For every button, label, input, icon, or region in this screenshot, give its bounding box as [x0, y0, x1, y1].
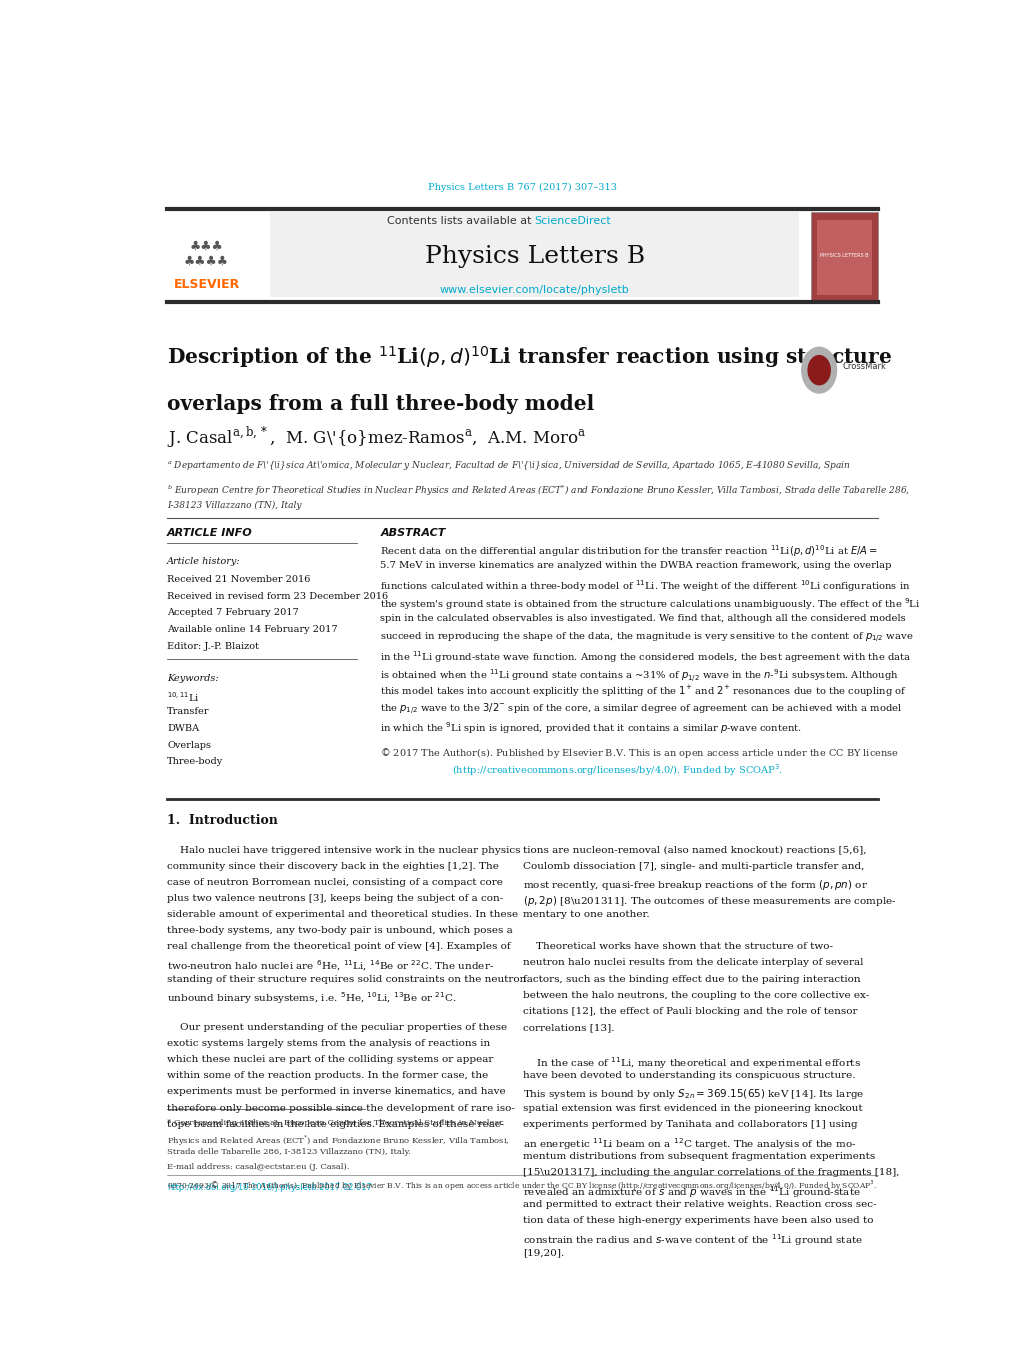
Text: overlaps from a full three-body model: overlaps from a full three-body model [167, 394, 594, 415]
Text: Physics and Related Areas (ECT$^{*}$) and Fondazione Bruno Kessler, Villa Tambos: Physics and Related Areas (ECT$^{*}$) an… [167, 1133, 510, 1148]
Text: Article history:: Article history: [167, 558, 240, 566]
Text: Physics Letters B: Physics Letters B [424, 246, 644, 269]
Text: Strada delle Tabarelle 286, I-38123 Villazzano (TN), Italy.: Strada delle Tabarelle 286, I-38123 Vill… [167, 1148, 411, 1156]
Text: two-neutron halo nuclei are $^{6}$He, $^{11}$Li, $^{14}$Be or $^{22}$C. The unde: two-neutron halo nuclei are $^{6}$He, $^… [167, 958, 493, 973]
Text: CrossMark: CrossMark [842, 362, 886, 370]
Text: DWBA: DWBA [167, 724, 199, 732]
Text: Received in revised form 23 December 2016: Received in revised form 23 December 201… [167, 592, 388, 601]
Text: $^{10,11}$Li: $^{10,11}$Li [167, 690, 200, 704]
Text: ABSTRACT: ABSTRACT [380, 528, 445, 538]
Text: Accepted 7 February 2017: Accepted 7 February 2017 [167, 608, 299, 617]
Text: ScienceDirect: ScienceDirect [534, 216, 610, 226]
Text: neutron halo nuclei results from the delicate interplay of several: neutron halo nuclei results from the del… [522, 958, 862, 967]
Text: three-body systems, any two-body pair is unbound, which poses a: three-body systems, any two-body pair is… [167, 927, 513, 935]
Text: the $p_{1/2}$ wave to the $3/2^{-}$ spin of the core, a similar degree of agreem: the $p_{1/2}$ wave to the $3/2^{-}$ spin… [380, 703, 902, 717]
Text: In the case of $^{11}$Li, many theoretical and experimental efforts: In the case of $^{11}$Li, many theoretic… [522, 1055, 860, 1071]
Text: Keywords:: Keywords: [167, 674, 218, 684]
Text: citations [12], the effect of Pauli blocking and the role of tensor: citations [12], the effect of Pauli bloc… [522, 1006, 856, 1016]
Text: this model takes into account explicitly the splitting of the $1^{+}$ and $2^{+}: this model takes into account explicitly… [380, 685, 907, 700]
Text: case of neutron Borromean nuclei, consisting of a compact core: case of neutron Borromean nuclei, consis… [167, 878, 502, 886]
Text: Overlaps: Overlaps [167, 740, 211, 750]
Text: functions calculated within a three-body model of $^{11}$Li. The weight of the d: functions calculated within a three-body… [380, 578, 910, 594]
Text: correlations [13].: correlations [13]. [522, 1023, 613, 1032]
Text: 5.7 MeV in inverse kinematics are analyzed within the DWBA reaction framework, u: 5.7 MeV in inverse kinematics are analyz… [380, 561, 891, 570]
Text: Available online 14 February 2017: Available online 14 February 2017 [167, 626, 337, 634]
FancyBboxPatch shape [816, 220, 871, 296]
Text: constrain the radius and $s$-wave content of the $^{11}$Li ground state: constrain the radius and $s$-wave conten… [522, 1232, 862, 1248]
Text: Our present understanding of the peculiar properties of these: Our present understanding of the peculia… [167, 1023, 506, 1032]
Text: is obtained when the $^{11}$Li ground state contains a ~31% of $p_{1/2}$ wave in: is obtained when the $^{11}$Li ground st… [380, 666, 899, 684]
Text: [19,20].: [19,20]. [522, 1248, 564, 1258]
Text: $(p, 2p)$ [8\u201311]. The outcomes of these measurements are comple-: $(p, 2p)$ [8\u201311]. The outcomes of t… [522, 894, 896, 908]
Text: Recent data on the differential angular distribution for the transfer reaction $: Recent data on the differential angular … [380, 543, 877, 559]
Text: between the halo neutrons, the coupling to the core collective ex-: between the halo neutrons, the coupling … [522, 990, 868, 1000]
Text: Coulomb dissociation [7], single- and multi-particle transfer and,: Coulomb dissociation [7], single- and mu… [522, 862, 863, 870]
Text: Editor: J.-P. Blaizot: Editor: J.-P. Blaizot [167, 642, 259, 651]
Text: most recently, quasi-free breakup reactions of the form $(p, pn)$ or: most recently, quasi-free breakup reacti… [522, 878, 867, 892]
Text: an energetic $^{11}$Li beam on a $^{12}$C target. The analysis of the mo-: an energetic $^{11}$Li beam on a $^{12}$… [522, 1136, 855, 1151]
Text: therefore only become possible since the development of rare iso-: therefore only become possible since the… [167, 1104, 515, 1113]
Text: spatial extension was first evidenced in the pioneering knockout: spatial extension was first evidenced in… [522, 1104, 861, 1113]
Text: 1.  Introduction: 1. Introduction [167, 815, 277, 827]
Text: which these nuclei are part of the colliding systems or appear: which these nuclei are part of the colli… [167, 1055, 493, 1065]
Text: revealed an admixture of $s$ and $p$ waves in the $^{11}$Li ground-state: revealed an admixture of $s$ and $p$ wav… [522, 1185, 860, 1200]
Text: $\copyright$ 2017 The Author(s). Published by Elsevier B.V. This is an open acce: $\copyright$ 2017 The Author(s). Publish… [380, 746, 899, 759]
Text: tope beam facilities in the late eighties. Examples of these reac-: tope beam facilities in the late eightie… [167, 1120, 503, 1128]
Text: Theoretical works have shown that the structure of two-: Theoretical works have shown that the st… [522, 943, 832, 951]
Text: Halo nuclei have triggered intensive work in the nuclear physics: Halo nuclei have triggered intensive wor… [167, 846, 520, 855]
Text: J. Casal$^{\mathregular{a,b,*}}$,  M. G\'{o}mez-Ramos$^{\mathregular{a}}$,  A.M.: J. Casal$^{\mathregular{a,b,*}}$, M. G\'… [167, 424, 586, 450]
Text: Contents lists available at: Contents lists available at [386, 216, 534, 226]
FancyBboxPatch shape [269, 212, 799, 297]
Text: unbound binary subsystems, i.e. $^{5}$He, $^{10}$Li, $^{13}$Be or $^{21}$C.: unbound binary subsystems, i.e. $^{5}$He… [167, 990, 457, 1006]
Text: Three-body: Three-body [167, 757, 223, 766]
Text: ♣♣♣
♣♣♣♣: ♣♣♣ ♣♣♣♣ [183, 239, 229, 267]
Text: [15\u201317], including the angular correlations of the fragments [18],: [15\u201317], including the angular corr… [522, 1169, 899, 1177]
Text: * Corresponding author at: European Centre for Theoretical Studies in Nuclear: * Corresponding author at: European Cent… [167, 1119, 502, 1127]
Text: ELSEVIER: ELSEVIER [173, 278, 239, 290]
Text: experiments performed by Tanihata and collaborators [1] using: experiments performed by Tanihata and co… [522, 1120, 857, 1128]
FancyBboxPatch shape [171, 212, 262, 297]
Text: 0370-2693/$\copyright$ 2017 The Author(s). Published by Elsevier B.V. This is an: 0370-2693/$\copyright$ 2017 The Author(s… [167, 1178, 876, 1193]
Text: tions are nucleon-removal (also named knockout) reactions [5,6],: tions are nucleon-removal (also named kn… [522, 846, 865, 855]
Text: (http://creativecommons.org/licenses/by/4.0/). Funded by SCOAP$^{3}$.: (http://creativecommons.org/licenses/by/… [451, 762, 783, 778]
Text: standing of their structure requires solid constraints on the neutron: standing of their structure requires sol… [167, 974, 526, 984]
Text: www.elsevier.com/locate/physletb: www.elsevier.com/locate/physletb [439, 285, 629, 295]
Text: Description of the $^{11}$Li$(p, d)^{10}$Li transfer reaction using structure: Description of the $^{11}$Li$(p, d)^{10}… [167, 345, 892, 370]
Text: mentum distributions from subsequent fragmentation experiments: mentum distributions from subsequent fra… [522, 1152, 874, 1161]
Text: Transfer: Transfer [167, 707, 209, 716]
Circle shape [807, 355, 829, 385]
Text: http://dx.doi.org/10.1016/j.physletb.2017.02.017: http://dx.doi.org/10.1016/j.physletb.201… [167, 1182, 372, 1192]
Text: factors, such as the binding effect due to the pairing interaction: factors, such as the binding effect due … [522, 974, 860, 984]
Text: in the $^{11}$Li ground-state wave function. Among the considered models, the be: in the $^{11}$Li ground-state wave funct… [380, 648, 911, 665]
Text: the system's ground state is obtained from the structure calculations unambiguou: the system's ground state is obtained fr… [380, 596, 920, 612]
Text: E-mail address: casal@ectstar.eu (J. Casal).: E-mail address: casal@ectstar.eu (J. Cas… [167, 1163, 350, 1171]
Text: $^{\mathregular{a}}$ Departamento de F\'{\i}sica At\'omica, Molecular y Nuclear,: $^{\mathregular{a}}$ Departamento de F\'… [167, 458, 850, 471]
Text: siderable amount of experimental and theoretical studies. In these: siderable amount of experimental and the… [167, 911, 518, 919]
Circle shape [801, 347, 836, 393]
Text: ARTICLE INFO: ARTICLE INFO [167, 528, 253, 538]
Text: experiments must be performed in inverse kinematics, and have: experiments must be performed in inverse… [167, 1088, 505, 1097]
Text: PHYSICS LETTERS B: PHYSICS LETTERS B [819, 253, 868, 258]
Text: and permitted to extract their relative weights. Reaction cross sec-: and permitted to extract their relative … [522, 1200, 875, 1209]
Text: in which the $^{9}$Li spin is ignored, provided that it contains a similar $p$-w: in which the $^{9}$Li spin is ignored, p… [380, 720, 802, 735]
Text: plus two valence neutrons [3], keeps being the subject of a con-: plus two valence neutrons [3], keeps bei… [167, 894, 502, 902]
Text: This system is bound by only $S_{2n} = 369.15(65)$ keV [14]. Its large: This system is bound by only $S_{2n} = 3… [522, 1088, 863, 1101]
Text: Received 21 November 2016: Received 21 November 2016 [167, 576, 310, 584]
FancyBboxPatch shape [810, 212, 877, 303]
Text: I-38123 Villazzano (TN), Italy: I-38123 Villazzano (TN), Italy [167, 501, 302, 511]
Text: community since their discovery back in the eighties [1,2]. The: community since their discovery back in … [167, 862, 498, 870]
Text: succeed in reproducing the shape of the data, the magnitude is very sensitive to: succeed in reproducing the shape of the … [380, 631, 913, 646]
Text: mentary to one another.: mentary to one another. [522, 911, 649, 919]
Text: exotic systems largely stems from the analysis of reactions in: exotic systems largely stems from the an… [167, 1039, 490, 1048]
Text: tion data of these high-energy experiments have been also used to: tion data of these high-energy experimen… [522, 1216, 872, 1225]
Text: within some of the reaction products. In the former case, the: within some of the reaction products. In… [167, 1071, 488, 1081]
Text: real challenge from the theoretical point of view [4]. Examples of: real challenge from the theoretical poin… [167, 943, 511, 951]
Text: Physics Letters B 767 (2017) 307–313: Physics Letters B 767 (2017) 307–313 [428, 182, 616, 192]
Text: $^{\mathregular{b}}$ European Centre for Theoretical Studies in Nuclear Physics : $^{\mathregular{b}}$ European Centre for… [167, 484, 909, 499]
Text: spin in the calculated observables is also investigated. We find that, although : spin in the calculated observables is al… [380, 613, 905, 623]
Text: have been devoted to understanding its conspicuous structure.: have been devoted to understanding its c… [522, 1071, 854, 1081]
